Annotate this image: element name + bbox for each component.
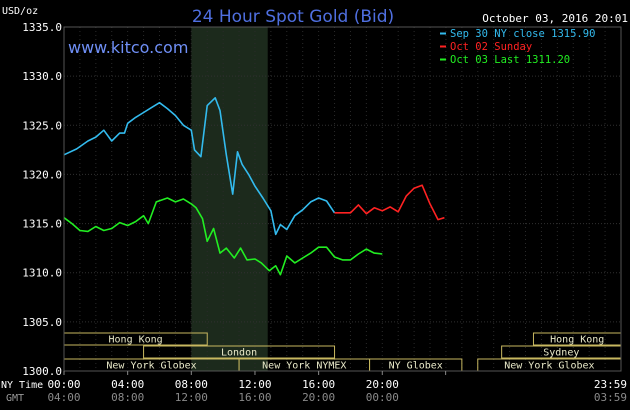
session-label: Sydney [543, 348, 579, 359]
session-label: New York NYMEX [262, 361, 346, 372]
x-tick-label-ny: 04:00 [111, 378, 144, 391]
gmt-row-label: GMT [6, 393, 24, 404]
x-tick-label-gmt: 08:00 [111, 391, 144, 404]
series-line-2 [63, 197, 383, 276]
y-tick-label: 1300.0 [22, 365, 62, 378]
ny-time-row-label: NY Time [1, 380, 43, 391]
legend-entry: Oct 03 Last 1311.20 [450, 54, 570, 66]
session-label: New York Globex [504, 361, 594, 372]
x-tick-label-ny: 23:59 [594, 378, 627, 391]
y-tick-label: 1320.0 [22, 168, 62, 181]
session-label: London [221, 348, 257, 359]
y-tick-label: 1305.0 [22, 316, 62, 329]
timestamp: October 03, 2016 20:01 [482, 12, 628, 25]
session-label: NY Globex [389, 361, 443, 372]
series-line-1 [334, 184, 445, 221]
y-tick-label: 1325.0 [22, 119, 62, 132]
x-tick-label-gmt: 04:00 [47, 391, 80, 404]
legend-entry: Oct 02 Sunday [450, 41, 532, 53]
series-line-0 [63, 97, 336, 236]
unit-label: USD/oz [2, 6, 38, 17]
chart-title: 24 Hour Spot Gold (Bid) [192, 7, 394, 27]
y-tick-label: 1310.0 [22, 267, 62, 280]
x-tick-label-gmt: 12:00 [175, 391, 208, 404]
legend-entry: Sep 30 NY close 1315.90 [450, 28, 595, 40]
y-tick-label: 1330.0 [22, 70, 62, 83]
x-tick-label-ny: 00:00 [47, 378, 80, 391]
x-tick-label-gmt: 20:00 [302, 391, 335, 404]
plot-frame [63, 26, 622, 372]
x-tick-label-ny: 20:00 [366, 378, 399, 391]
session-label: New York Globex [106, 361, 196, 372]
x-tick-label-ny: 16:00 [302, 378, 335, 391]
website-label[interactable]: www.kitco.com [68, 38, 188, 57]
session-bar [143, 345, 336, 359]
x-tick-label-ny: 12:00 [238, 378, 271, 391]
y-tick-label: 1335.0 [22, 21, 62, 34]
session-highlight-band [191, 27, 268, 371]
x-tick-label-ny: 08:00 [175, 378, 208, 391]
session-label: Hong Kong [109, 335, 163, 346]
session-label: Hong Kong [550, 335, 604, 346]
x-tick-label-gmt: 16:00 [238, 391, 271, 404]
y-tick-label: 1315.0 [22, 218, 62, 231]
x-tick-label-gmt: 03:59 [594, 391, 627, 404]
x-tick-label-gmt: 00:00 [366, 391, 399, 404]
